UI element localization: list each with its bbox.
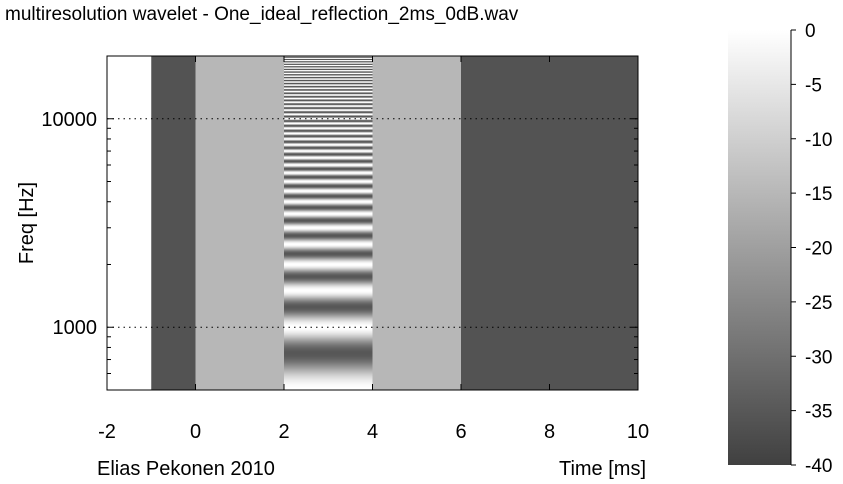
colorbar-tick-label-2: -10 <box>805 130 832 151</box>
heatmap-regions <box>107 56 638 390</box>
x-axis-label: Time [ms] <box>559 458 646 480</box>
heatmap-region-2 <box>195 56 284 390</box>
y-axis-label: Freq [Hz] <box>16 182 38 264</box>
colorbar-tick-label-7: -35 <box>805 402 832 423</box>
colorbar-tick-label-4: -20 <box>805 239 832 260</box>
author-credit: Elias Pekonen 2010 <box>97 458 275 480</box>
colorbar-tick-label-8: -40 <box>805 456 832 477</box>
colorbar-tick-label-1: -5 <box>805 75 822 96</box>
heatmap-region-4 <box>372 56 461 390</box>
x-axis-ticks: -2 0 2 4 6 8 10 <box>98 56 649 443</box>
heatmap-region-5 <box>461 56 638 390</box>
y-axis-ticks: 1000 10000 <box>41 109 638 374</box>
colorbar <box>728 30 791 465</box>
x-tick-label-3: 4 <box>367 421 378 443</box>
y-tick-label-0: 1000 <box>53 317 98 339</box>
colorbar-tick-label-5: -25 <box>805 293 832 314</box>
heatmap-region-0 <box>107 56 152 390</box>
x-tick-label-2: 2 <box>278 421 289 443</box>
x-tick-label-1: 0 <box>190 421 201 443</box>
colorbar-tick-label-6: -30 <box>805 347 832 368</box>
heatmap-region-1 <box>151 56 196 390</box>
y-tick-label-1: 10000 <box>41 109 97 131</box>
x-tick-label-6: 10 <box>627 421 649 443</box>
x-tick-label-4: 6 <box>455 421 466 443</box>
x-tick-label-0: -2 <box>98 421 116 443</box>
colorbar-tick-label-0: 0 <box>805 21 816 42</box>
chart-title: multiresolution wavelet - One_ideal_refl… <box>5 4 519 25</box>
colorbar-tick-label-3: -15 <box>805 184 832 205</box>
x-tick-label-5: 8 <box>544 421 555 443</box>
heatmap-region-3 <box>284 56 373 390</box>
colorbar-ticks: 0 -5 -10 -15 -20 -25 -30 -35 -40 <box>791 21 832 477</box>
grid-lines <box>107 118 638 328</box>
